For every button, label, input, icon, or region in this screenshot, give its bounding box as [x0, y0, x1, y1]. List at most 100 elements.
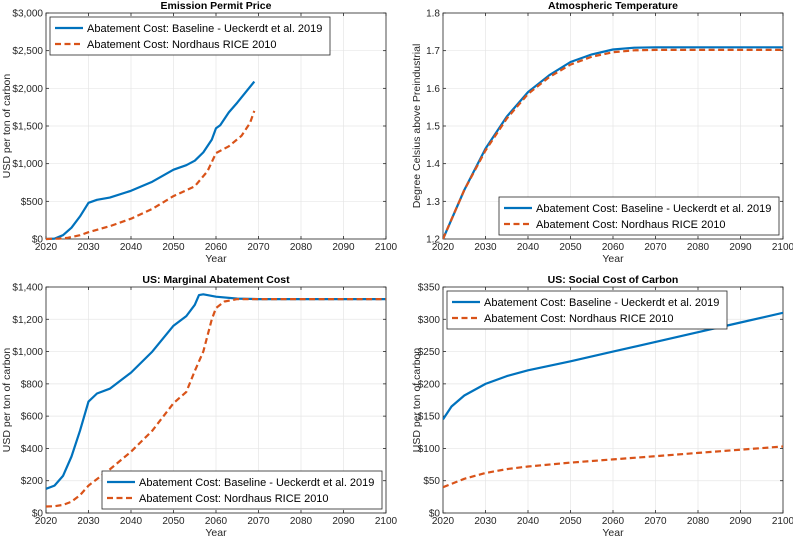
x-tick-label: 2060: [205, 516, 228, 527]
y-tick-label: 1.5: [426, 122, 440, 133]
x-tick-label: 2100: [375, 242, 398, 253]
x-tick-label: 2030: [474, 516, 497, 527]
series-line-nordhaus: [46, 110, 256, 241]
x-tick-label: 2050: [162, 516, 185, 527]
y-tick-label: $0: [32, 235, 44, 246]
y-tick-label: $0: [32, 509, 44, 520]
y-axis-label: USD per ton of carbon: [1, 74, 13, 179]
x-tick-label: 2050: [162, 242, 185, 253]
legend-label: Abatement Cost: Baseline - Ueckerdt et a…: [536, 203, 771, 215]
x-tick-label: 2030: [77, 242, 100, 253]
y-axis-label: USD per ton of carbon: [411, 348, 423, 453]
x-tick-label: 2050: [559, 516, 582, 527]
x-tick-label: 2080: [290, 516, 313, 527]
x-tick-label: 2080: [687, 242, 710, 253]
x-tick-label: 2030: [474, 242, 497, 253]
x-axis-label: Year: [205, 253, 227, 265]
x-tick-label: 2030: [77, 516, 100, 527]
y-tick-label: $2,000: [12, 84, 43, 95]
legend: Abatement Cost: Baseline - Ueckerdt et a…: [101, 470, 383, 510]
x-tick-label: 2040: [120, 516, 143, 527]
x-tick-label: 2100: [772, 516, 793, 527]
x-tick-label: 2020: [35, 242, 58, 253]
chart-title: Atmospheric Temperature: [548, 0, 678, 12]
series-line-baseline: [46, 293, 386, 490]
chart-title: Emission Permit Price: [161, 0, 272, 12]
x-tick-label: 2020: [432, 242, 455, 253]
x-axis-label: Year: [602, 253, 624, 265]
y-tick-label: 1.4: [426, 159, 440, 170]
x-tick-label: 2080: [290, 242, 313, 253]
y-tick-label: 1.7: [426, 46, 440, 57]
x-tick-label: 2040: [517, 242, 540, 253]
x-tick-label: 2090: [729, 516, 752, 527]
y-tick-label: $1,200: [12, 315, 43, 326]
x-axis-label: Year: [205, 527, 227, 539]
chart-title: US: Marginal Abatement Cost: [142, 274, 290, 286]
y-tick-label: $100: [418, 444, 441, 455]
y-tick-label: 1.8: [426, 9, 440, 20]
x-tick-label: 2080: [687, 516, 710, 527]
x-tick-label: 2060: [602, 516, 625, 527]
y-tick-label: 1.3: [426, 197, 440, 208]
x-tick-label: 2070: [247, 242, 270, 253]
y-tick-label: $1,000: [12, 347, 43, 358]
legend-label: Abatement Cost: Nordhaus RICE 2010: [87, 39, 277, 51]
legend-label: Abatement Cost: Baseline - Ueckerdt et a…: [87, 23, 322, 35]
series-line-baseline: [46, 80, 256, 241]
y-axis-label: USD per ton of carbon: [1, 348, 13, 453]
chart-3: 2020 2030 2040 2050 2060 2070 2080 2090 2100 $0 $2…: [1, 274, 398, 539]
y-tick-label: $500: [21, 197, 44, 208]
x-tick-label: 2050: [559, 242, 582, 253]
x-tick-label: 2070: [644, 516, 667, 527]
legend-box: [498, 196, 780, 236]
y-tick-label: $400: [21, 444, 44, 455]
legend-box: [101, 470, 383, 510]
y-tick-label: $1,000: [12, 159, 43, 170]
series-line-nordhaus: [443, 48, 783, 240]
y-tick-label: $250: [418, 347, 441, 358]
chart-4: 2020 2030 2040 2050 2060 2070 2080 2090 2100 $0 $5…: [411, 274, 793, 539]
x-tick-label: 2040: [517, 516, 540, 527]
legend-label: Abatement Cost: Nordhaus RICE 2010: [484, 313, 674, 325]
legend: Abatement Cost: Baseline - Ueckerdt et a…: [446, 290, 728, 330]
chart-2: 2020 2030 2040 2050 2060 2070 2080 2090 2100 1.2 1…: [411, 0, 793, 265]
series-line-nordhaus: [46, 298, 386, 508]
x-tick-label: 2060: [205, 242, 228, 253]
y-tick-label: $200: [21, 476, 44, 487]
y-tick-label: $300: [418, 315, 441, 326]
y-tick-label: $200: [418, 379, 441, 390]
y-tick-label: $800: [21, 379, 44, 390]
legend-label: Abatement Cost: Baseline - Ueckerdt et a…: [139, 477, 374, 489]
chart-1: 2020 2030 2040 2050 2060 2070 2080 2090 2100 $0 $5…: [1, 0, 398, 265]
x-tick-label: 2100: [375, 516, 398, 527]
legend-label: Abatement Cost: Nordhaus RICE 2010: [139, 493, 329, 505]
y-tick-label: $0: [429, 509, 441, 520]
y-tick-label: $50: [423, 476, 440, 487]
legend: Abatement Cost: Baseline - Ueckerdt et a…: [49, 16, 331, 56]
y-tick-label: $1,400: [12, 283, 43, 294]
y-tick-label: $3,000: [12, 9, 43, 20]
y-tick-label: $350: [418, 283, 441, 294]
y-tick-label: $2,500: [12, 46, 43, 57]
y-tick-label: 1.6: [426, 84, 440, 95]
legend: Abatement Cost: Baseline - Ueckerdt et a…: [498, 196, 780, 236]
x-tick-label: 2090: [332, 242, 355, 253]
y-tick-label: $600: [21, 412, 44, 423]
x-tick-label: 2020: [432, 516, 455, 527]
legend-box: [446, 290, 728, 330]
x-tick-label: 2070: [644, 242, 667, 253]
x-axis-label: Year: [602, 527, 624, 539]
x-tick-label: 2070: [247, 516, 270, 527]
x-tick-label: 2100: [772, 242, 793, 253]
y-tick-label: $1,500: [12, 122, 43, 133]
series-line-baseline: [443, 311, 783, 421]
legend-box: [49, 16, 331, 56]
legend-label: Abatement Cost: Nordhaus RICE 2010: [536, 219, 726, 231]
x-tick-label: 2040: [120, 242, 143, 253]
y-tick-label: 1.2: [426, 235, 440, 246]
x-tick-label: 2090: [332, 516, 355, 527]
x-tick-label: 2060: [602, 242, 625, 253]
legend-label: Abatement Cost: Baseline - Ueckerdt et a…: [484, 297, 719, 309]
